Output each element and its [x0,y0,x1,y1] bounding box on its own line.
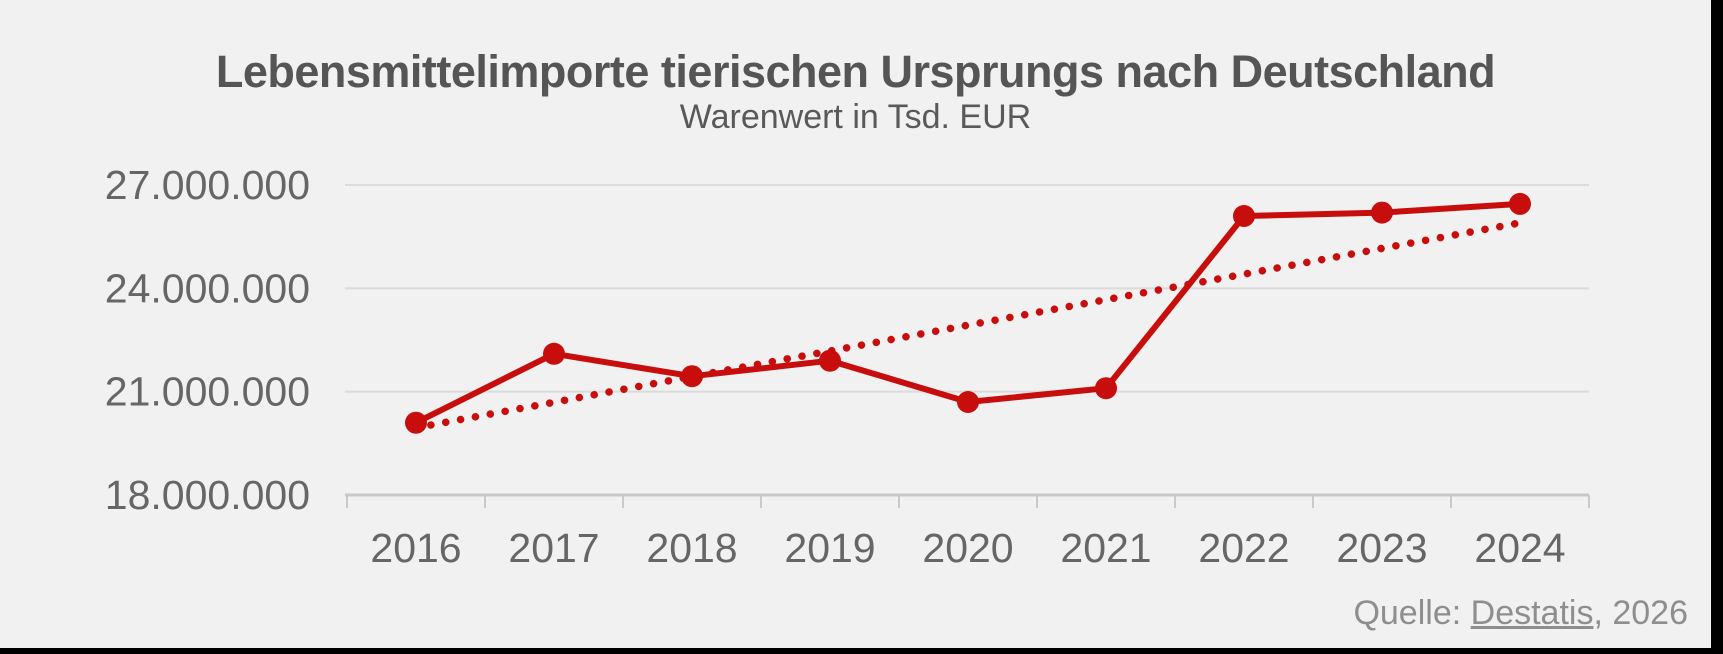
source-link[interactable]: Destatis [1470,594,1594,632]
chart-title: Lebensmittelimporte tierischen Ursprungs… [215,46,1496,97]
source-prefix: Quelle: [1353,594,1471,632]
source-line: Quelle: Destatis, 2026 [1353,594,1688,633]
data-point-2022 [1233,205,1255,227]
data-point-2019 [819,349,841,372]
data-point-2020 [957,391,979,413]
data-point-2018 [681,365,703,388]
x-axis-label: 2021 [1060,525,1151,571]
data-point-2021 [1095,377,1117,400]
trend-line [412,219,1524,432]
x-axis-label: 2018 [646,525,737,571]
x-axis-label: 2017 [508,525,599,571]
y-axis-label: 27.000.000 [105,162,310,208]
x-axis-label: 2024 [1474,525,1565,571]
y-axis-label: 21.000.000 [105,369,310,415]
x-axis-label: 2016 [370,525,461,571]
data-point-2023 [1371,201,1393,224]
y-axis-label: 24.000.000 [105,265,310,311]
data-point-2016 [405,411,427,434]
x-axis-label: 2022 [1198,525,1289,571]
data-point-2017 [543,342,565,365]
data-point-2024 [1509,192,1531,215]
x-axis-label: 2020 [922,525,1013,571]
y-axis-label: 18.000.000 [105,472,310,518]
x-axis-label: 2019 [784,525,875,571]
x-axis-label: 2023 [1336,525,1427,571]
screen-edge-bottom [0,648,1723,654]
source-suffix: , 2026 [1593,594,1688,632]
chart-subtitle: Warenwert in Tsd. EUR [679,98,1032,136]
data-line [413,200,1523,426]
screen-edge-right [1711,0,1723,654]
